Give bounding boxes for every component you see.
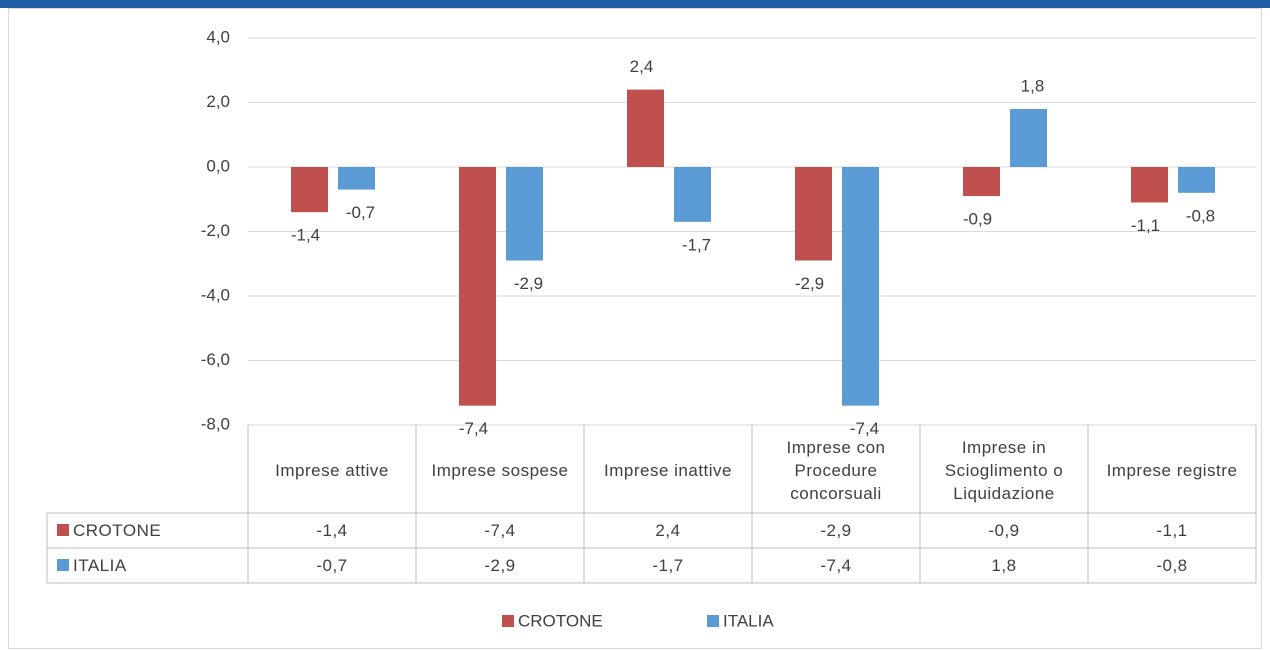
y-tick-label: 4,0 (206, 27, 230, 46)
y-tick-label: -8,0 (201, 414, 230, 433)
bar (1178, 167, 1215, 193)
x-tick-label: Imprese con Procedure concorsuali (786, 437, 886, 503)
legend-swatch (502, 615, 514, 627)
data-label: -0,7 (346, 203, 375, 222)
bar (291, 167, 328, 213)
bar (627, 89, 664, 167)
data-label: -7,4 (459, 419, 488, 438)
bar (506, 167, 543, 261)
table-value: -1,1 (1156, 521, 1188, 540)
x-tick-label: Imprese registre (1106, 460, 1238, 480)
table-value: -0,7 (316, 556, 348, 575)
x-tick-label: Imprese attive (275, 460, 389, 480)
data-label: -1,1 (1131, 216, 1160, 235)
table-value: 2,4 (655, 521, 681, 540)
x-tick-label: Imprese inattive (604, 460, 732, 480)
row-header: ITALIA (73, 556, 127, 575)
bar (459, 167, 496, 406)
bar (842, 167, 879, 406)
y-tick-label: 0,0 (206, 156, 230, 175)
y-tick-label: -4,0 (201, 285, 230, 304)
bar (963, 167, 1000, 197)
data-label: -1,4 (291, 226, 320, 245)
data-label: -0,8 (1186, 206, 1215, 225)
table-value: -7,4 (820, 556, 852, 575)
x-tick-label: Imprese sospese (431, 460, 569, 480)
data-label: -1,7 (682, 235, 711, 254)
table-value: -7,4 (484, 521, 516, 540)
data-label: -7,4 (850, 419, 879, 438)
bar (795, 167, 832, 261)
table-value: -2,9 (484, 556, 516, 575)
legend-label: ITALIA (723, 611, 774, 630)
data-label: -2,9 (795, 274, 824, 293)
legend-swatch (57, 559, 69, 571)
y-tick-label: -2,0 (201, 221, 230, 240)
chart-frame (8, 8, 1262, 649)
data-label: -2,9 (514, 274, 543, 293)
table-value: -0,8 (1156, 556, 1188, 575)
table-value: -2,9 (820, 521, 852, 540)
table-value: 1,8 (991, 556, 1017, 575)
y-tick-label: -6,0 (201, 350, 230, 369)
table-value: -1,4 (316, 521, 348, 540)
bar (338, 167, 375, 190)
data-label: 2,4 (630, 57, 654, 76)
legend-swatch (57, 524, 69, 536)
table-value: -0,9 (988, 521, 1020, 540)
y-tick-label: 2,0 (206, 92, 230, 111)
legend-swatch (707, 615, 719, 627)
bar (1131, 167, 1168, 203)
data-label: -0,9 (963, 210, 992, 229)
bar (674, 167, 711, 222)
legend-label: CROTONE (518, 611, 603, 630)
data-label: 1,8 (1021, 76, 1045, 95)
row-header: CROTONE (73, 521, 162, 540)
x-tick-label: Imprese in Scioglimento o Liquidazione (944, 437, 1064, 503)
header-band (0, 0, 1270, 8)
table-value: -1,7 (652, 556, 684, 575)
bar (1010, 108, 1047, 167)
